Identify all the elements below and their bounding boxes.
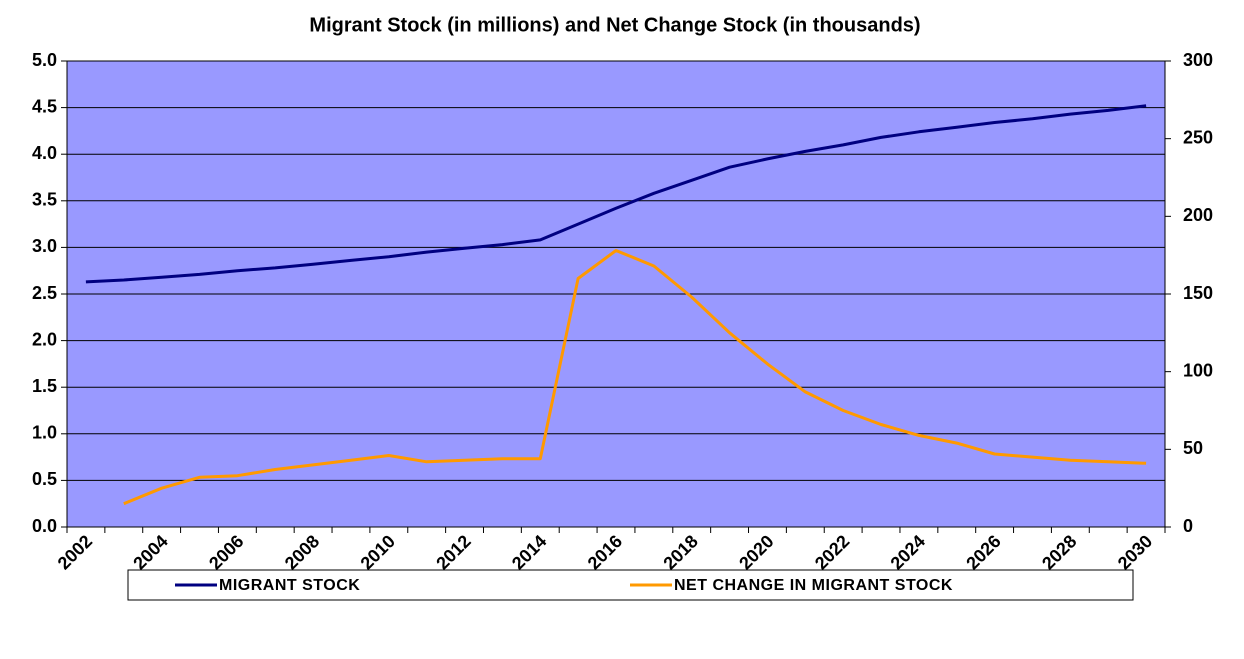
y-tick-label: 5.0 bbox=[32, 50, 57, 70]
y2-tick-label: 200 bbox=[1183, 205, 1213, 225]
y-tick-label: 3.0 bbox=[32, 236, 57, 256]
x-tick-label: 2006 bbox=[205, 531, 247, 573]
x-tick-label: 2030 bbox=[1114, 531, 1156, 573]
x-tick-label: 2022 bbox=[811, 531, 853, 573]
y-tick-label: 1.0 bbox=[32, 423, 57, 443]
y-tick-label: 2.0 bbox=[32, 329, 57, 349]
y2-tick-label: 50 bbox=[1183, 438, 1203, 458]
x-tick-label: 2028 bbox=[1038, 531, 1080, 573]
y-tick-label: 1.5 bbox=[32, 376, 57, 396]
x-tick-label: 2002 bbox=[54, 531, 96, 573]
y2-tick-label: 150 bbox=[1183, 283, 1213, 303]
x-tick-label: 2004 bbox=[129, 531, 171, 573]
y-tick-label: 4.5 bbox=[32, 96, 57, 116]
x-tick-label: 2012 bbox=[432, 531, 474, 573]
y-tick-label: 0.0 bbox=[32, 516, 57, 536]
y-tick-label: 4.0 bbox=[32, 143, 57, 163]
y2-tick-label: 250 bbox=[1183, 127, 1213, 147]
legend-label: MIGRANT STOCK bbox=[219, 577, 360, 594]
x-tick-label: 2016 bbox=[584, 531, 626, 573]
x-tick-label: 2010 bbox=[357, 531, 399, 573]
x-tick-label: 2018 bbox=[659, 531, 701, 573]
y2-tick-label: 300 bbox=[1183, 50, 1213, 70]
series-line bbox=[123, 249, 1147, 506]
chart-title: Migrant Stock (in millions) and Net Chan… bbox=[309, 14, 920, 36]
y-tick-label: 3.5 bbox=[32, 190, 57, 210]
x-tick-label: 2014 bbox=[508, 531, 550, 573]
y2-tick-label: 100 bbox=[1183, 360, 1213, 380]
y2-tick-label: 0 bbox=[1183, 516, 1193, 536]
y-tick-label: 2.5 bbox=[32, 283, 57, 303]
x-tick-label: 2026 bbox=[962, 531, 1004, 573]
y-tick-label: 0.5 bbox=[32, 469, 57, 489]
x-tick-label: 2024 bbox=[887, 531, 929, 573]
x-tick-label: 2008 bbox=[281, 531, 323, 573]
legend-label: NET CHANGE IN MIGRANT STOCK bbox=[674, 577, 953, 594]
series-line bbox=[85, 104, 1147, 284]
x-tick-label: 2020 bbox=[735, 531, 777, 573]
